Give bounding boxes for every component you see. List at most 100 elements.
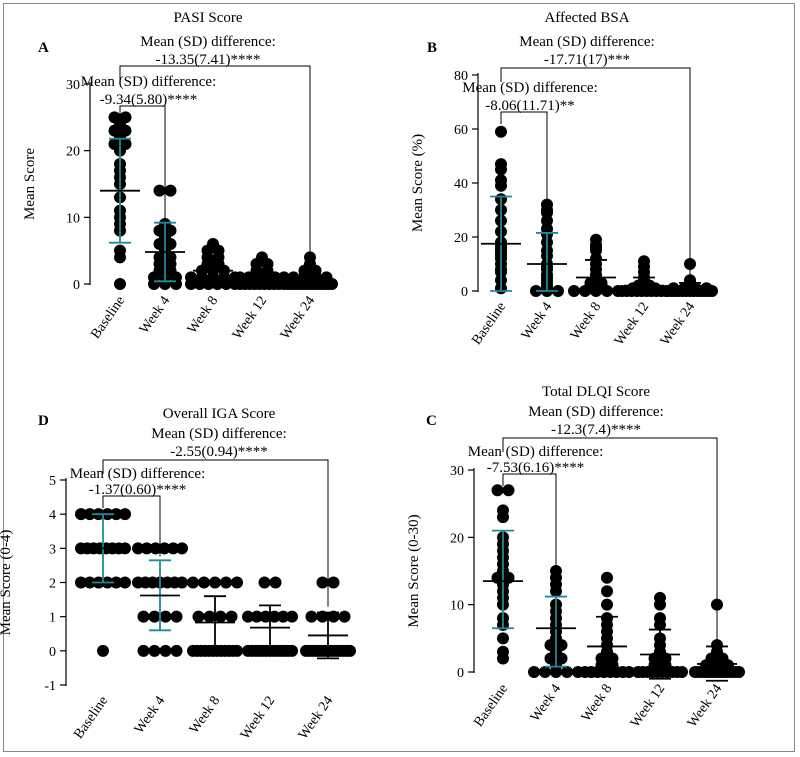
annotation-label: Mean (SD) difference:	[81, 74, 217, 90]
data-point	[220, 278, 233, 290]
data-point	[75, 508, 87, 521]
data-point	[158, 542, 171, 555]
x-tick-label: Week 8	[579, 682, 615, 725]
y-tick-label: 60	[454, 123, 468, 138]
annotation-label: Mean (SD) difference:	[519, 34, 655, 50]
chart-title: Total DLQI Score	[542, 384, 650, 400]
chart-title: PASI Score	[173, 10, 242, 26]
data-point	[114, 278, 126, 290]
data-point	[654, 618, 666, 631]
panel-letter: A	[38, 40, 49, 56]
x-tick-label: Week 8	[568, 300, 604, 343]
data-point	[601, 571, 613, 584]
data-point	[502, 484, 515, 497]
data-point	[159, 610, 172, 623]
data-point	[327, 610, 340, 623]
data-point	[83, 508, 96, 521]
data-point	[192, 610, 205, 623]
data-point	[119, 542, 131, 555]
significance-bracket	[500, 67, 691, 277]
y-axis-label: Mean Score (%)	[410, 134, 426, 232]
y-tick-label: 40	[454, 177, 468, 192]
data-point	[259, 610, 272, 623]
y-tick-label: 0	[73, 278, 80, 293]
y-tick-label: 10	[66, 211, 80, 226]
data-point	[193, 278, 206, 290]
x-tick-label: Week 12	[628, 682, 668, 731]
x-tick-label: Week 4	[519, 300, 555, 343]
data-point	[316, 610, 329, 623]
data-point	[225, 610, 238, 623]
panel-letter: B	[427, 40, 437, 56]
data-point	[214, 610, 227, 623]
y-tick-label: 1	[49, 611, 56, 626]
data-point	[277, 610, 290, 623]
data-point	[258, 576, 271, 589]
data-point	[497, 511, 509, 524]
data-point	[327, 576, 340, 589]
annotation-value: -17.71(17)***	[544, 52, 630, 68]
data-point	[269, 576, 282, 589]
data-point	[148, 644, 161, 657]
x-tick-label: Week 24	[658, 300, 698, 349]
data-point	[497, 632, 509, 645]
significance-bracket	[102, 459, 329, 607]
data-point	[202, 278, 215, 290]
data-point	[733, 666, 745, 678]
data-point	[242, 610, 254, 623]
significance-bracket	[502, 437, 718, 641]
panel-letter: C	[426, 413, 437, 429]
data-point	[110, 576, 123, 589]
data-point	[148, 278, 160, 290]
panel-letter: D	[38, 413, 49, 429]
x-tick-label: Baseline	[88, 294, 128, 342]
data-point	[209, 576, 221, 589]
annotation-value: -2.55(0.94)****	[170, 444, 268, 460]
y-axis-label: Mean Score	[22, 148, 38, 220]
y-tick-label: 3	[49, 542, 56, 557]
significance-bracket	[119, 65, 311, 268]
data-point	[286, 610, 298, 623]
annotation-value: -9.34(5.80)****	[100, 92, 198, 108]
annotation-value: -7.53(6.16)****	[487, 460, 585, 476]
y-tick-label: 30	[66, 78, 80, 93]
x-tick-label: Week 8	[187, 694, 223, 737]
x-tick-label: Week 12	[230, 294, 270, 343]
y-axis-label: Mean Score (0-4)	[0, 530, 14, 636]
y-tick-label: 0	[461, 285, 468, 300]
data-point	[170, 278, 182, 290]
chart-title: Overall IGA Score	[163, 406, 276, 422]
data-point	[706, 285, 718, 297]
data-point	[159, 644, 172, 657]
x-tick-label: Baseline	[71, 694, 111, 742]
chart-title: Affected BSA	[544, 10, 629, 26]
data-point	[148, 610, 161, 623]
y-tick-label: 0	[457, 666, 464, 681]
annotation-value: -8.06(11.71)**	[485, 98, 574, 114]
x-tick-label: Week 4	[137, 294, 173, 337]
data-point	[676, 666, 688, 678]
annotation-label: Mean (SD) difference:	[140, 34, 276, 50]
data-point	[495, 179, 507, 192]
x-tick-label: Week 24	[685, 682, 725, 731]
annotation-label: Mean (SD) difference:	[70, 466, 206, 482]
data-point	[170, 644, 183, 657]
data-point	[550, 666, 562, 678]
data-point	[75, 576, 87, 589]
data-point	[601, 598, 613, 611]
data-point	[528, 666, 540, 678]
data-point	[497, 652, 509, 665]
y-tick-label: 5	[49, 474, 56, 489]
significance-bracket	[119, 105, 166, 219]
data-point	[539, 666, 551, 678]
y-tick-label: 4	[49, 508, 56, 523]
figure-frame	[3, 3, 795, 752]
data-point	[97, 644, 109, 657]
data-point	[601, 585, 613, 598]
y-tick-label: 20	[454, 231, 468, 246]
data-point	[220, 576, 232, 589]
data-point	[495, 125, 507, 138]
significance-bracket	[102, 495, 161, 557]
